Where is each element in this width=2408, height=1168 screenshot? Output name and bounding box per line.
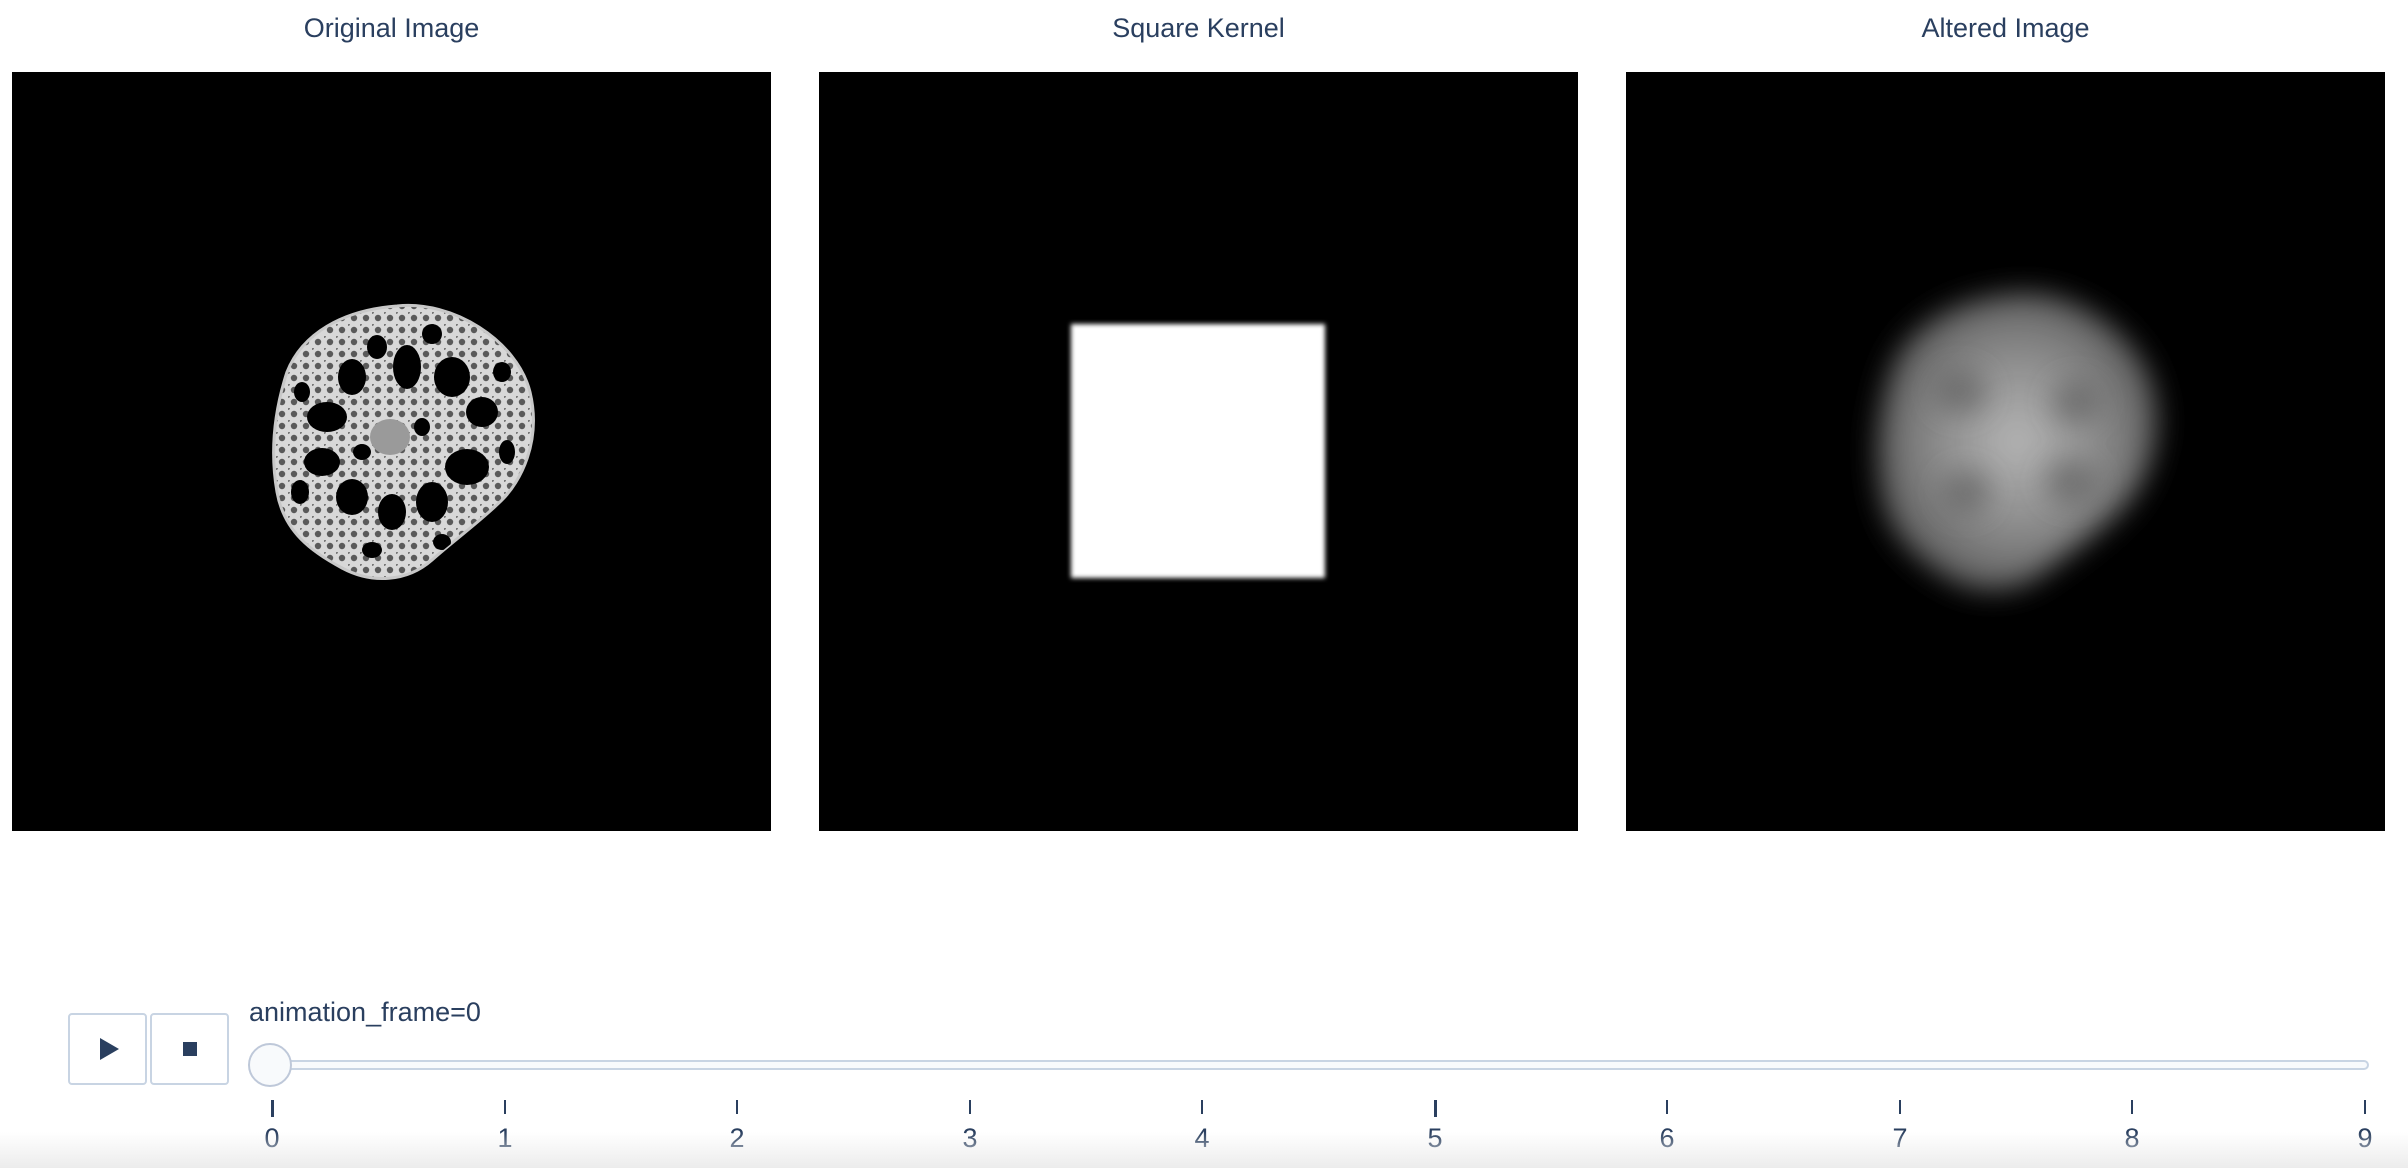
slider-tick-label[interactable]: 2 xyxy=(729,1123,745,1153)
slider-tick xyxy=(2364,1100,2366,1114)
slider-tick-label[interactable]: 5 xyxy=(1427,1123,1443,1153)
stop-icon xyxy=(182,1042,197,1056)
slider-tick xyxy=(1666,1100,1668,1114)
slider-tick-label[interactable]: 9 xyxy=(2357,1123,2373,1153)
panel-title-altered: Altered Image xyxy=(1921,13,2090,43)
slider-tick-label[interactable]: 8 xyxy=(2124,1123,2140,1153)
slider-tick xyxy=(504,1100,506,1114)
altered-image-panel[interactable] xyxy=(1626,72,2385,831)
slider-tick xyxy=(969,1100,971,1114)
slider-tick xyxy=(736,1100,738,1114)
panel-title-original: Original Image xyxy=(303,13,480,43)
slider-tick xyxy=(271,1100,274,1117)
original-image-panel[interactable] xyxy=(12,72,771,831)
animation-frame-slider-handle[interactable] xyxy=(248,1043,292,1087)
stop-button[interactable] xyxy=(150,1013,229,1085)
altered-image xyxy=(1877,293,2158,591)
square-kernel-panel[interactable] xyxy=(819,72,1578,831)
slider-tick xyxy=(2131,1100,2133,1114)
slider-tick-label[interactable]: 7 xyxy=(1892,1123,1908,1153)
play-icon xyxy=(100,1038,119,1060)
slider-tick xyxy=(1899,1100,1901,1114)
play-button[interactable] xyxy=(68,1013,147,1085)
slider-current-value-label: animation_frame=0 xyxy=(249,997,481,1027)
slider-tick xyxy=(1201,1100,1203,1114)
slider-tick-label[interactable]: 0 xyxy=(264,1123,280,1153)
square-kernel-image xyxy=(1071,324,1325,578)
animation-frame-slider-track[interactable] xyxy=(255,1060,2369,1070)
slider-tick xyxy=(1434,1100,1437,1117)
slider-tick-label[interactable]: 1 xyxy=(497,1123,513,1153)
slider-tick-label[interactable]: 3 xyxy=(962,1123,978,1153)
slider-tick-label[interactable]: 4 xyxy=(1194,1123,1210,1153)
original-image xyxy=(272,303,535,580)
panel-title-kernel: Square Kernel xyxy=(1112,13,1285,43)
slider-tick-label[interactable]: 6 xyxy=(1659,1123,1675,1153)
